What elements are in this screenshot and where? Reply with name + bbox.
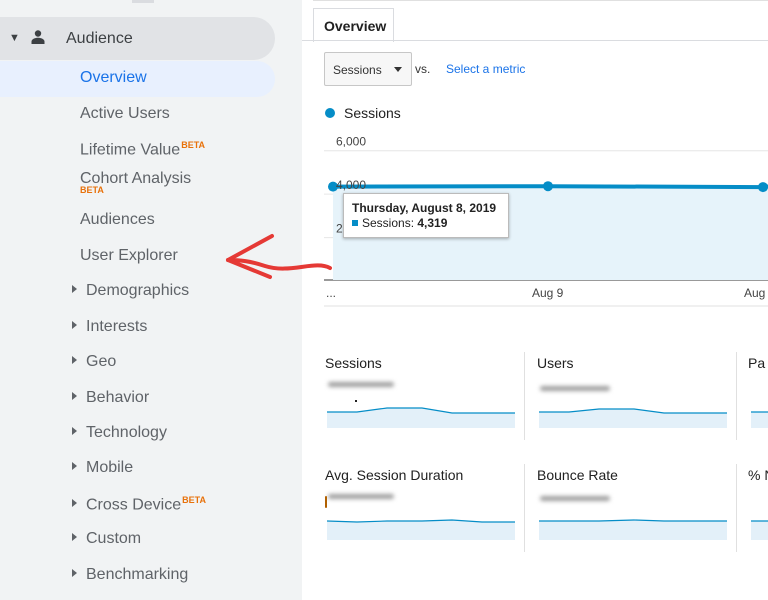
redacted-mark — [325, 496, 327, 508]
divider — [302, 40, 768, 41]
caret-right-icon — [72, 355, 77, 364]
tooltip-label: Sessions: — [362, 216, 415, 230]
legend-item[interactable]: Sessions — [344, 105, 401, 121]
caret-right-icon — [72, 532, 77, 541]
sidebar-group-label: Demographics — [86, 282, 190, 299]
sidebar-group-interests[interactable]: Interests — [72, 318, 147, 336]
divider — [132, 0, 154, 3]
tooltip-value: Sessions: 4,319 — [362, 216, 447, 230]
beta-badge: BETA — [80, 185, 104, 195]
x-tick-label: Aug — [744, 286, 765, 300]
sidebar-item-cohort-analysis[interactable]: Cohort Analysis — [80, 170, 191, 188]
beta-badge: BETA — [182, 495, 206, 505]
metric-select-value: Sessions — [333, 63, 382, 77]
sidebar-group-custom[interactable]: Custom — [72, 530, 141, 548]
sidebar-group-demographics[interactable]: Demographics — [72, 282, 189, 300]
sidebar-group-geo[interactable]: Geo — [72, 353, 116, 371]
sidebar-group-label: Interests — [86, 318, 148, 335]
sidebar-item-overview-bg[interactable] — [0, 61, 275, 97]
caret-right-icon — [72, 461, 77, 470]
redacted-value — [328, 494, 394, 499]
sidebar-group-behavior[interactable]: Behavior — [72, 389, 149, 407]
scorecard-title: % N — [748, 467, 768, 483]
beta-badge: BETA — [181, 140, 206, 150]
sidebar-item-overview[interactable]: Overview — [80, 69, 147, 87]
caret-right-icon — [72, 284, 77, 293]
sidebar-group-label: Custom — [86, 530, 142, 547]
redacted-value — [328, 382, 394, 387]
dot — [355, 400, 357, 402]
tooltip-date: Thursday, August 8, 2019 — [352, 201, 497, 215]
sparkline — [327, 407, 515, 428]
caret-right-icon — [72, 568, 77, 577]
sidebar-item-label: User Explorer — [80, 247, 178, 264]
sidebar-item-label: Cohort Analysis — [80, 170, 192, 187]
sidebar-group-label: Benchmarking — [86, 566, 189, 583]
sidebar-group-label: Behavior — [86, 389, 150, 406]
sparkline — [539, 519, 727, 540]
series-line — [332, 184, 768, 190]
vs-label: vs. — [415, 62, 431, 76]
sidebar-group-benchmarking[interactable]: Benchmarking — [72, 566, 188, 584]
chart-tooltip: Thursday, August 8, 2019 Sessions: 4,319 — [343, 193, 509, 238]
caret-right-icon — [72, 426, 77, 435]
sidebar-item-audiences[interactable]: Audiences — [80, 211, 155, 229]
y-tick-label: 4,000 — [336, 178, 366, 192]
sparkline — [539, 408, 727, 428]
sidebar-group-technology[interactable]: Technology — [72, 424, 167, 442]
redacted-value — [540, 496, 610, 501]
divider — [524, 464, 525, 552]
sidebar-item-label: Lifetime Value — [80, 141, 181, 159]
sidebar-item-user-explorer[interactable]: User Explorer — [80, 247, 178, 265]
x-tick-label: Aug 9 — [532, 286, 564, 300]
scorecard-title: Bounce Rate — [537, 467, 618, 483]
scorecard-title: Sessions — [325, 355, 382, 371]
sidebar-section-audience[interactable]: ▼ Audience — [0, 17, 275, 60]
annotation-arrow-icon — [226, 234, 332, 279]
tooltip-number: 4,319 — [417, 216, 448, 230]
caret-down-icon: ▼ — [9, 32, 20, 44]
divider — [524, 352, 525, 440]
chevron-down-icon — [394, 67, 402, 72]
sidebar-item-active-users[interactable]: Active Users — [80, 105, 170, 123]
sidebar-group-label: Technology — [86, 424, 167, 441]
data-point — [543, 181, 553, 192]
divider — [313, 0, 768, 1]
sidebar-nav: ▼ Audience Overview Active Users Lifetim… — [0, 0, 302, 600]
sparkline — [751, 411, 768, 428]
sidebar-item-label: Active Users — [80, 105, 170, 122]
sidebar-group-label: Geo — [86, 353, 117, 370]
sidebar-group-label: Mobile — [86, 459, 134, 476]
data-point — [758, 182, 768, 193]
scorecard-title: Users — [537, 355, 574, 371]
sidebar-group-label: Cross Device — [86, 496, 182, 514]
tab-overview[interactable]: Overview — [313, 8, 394, 42]
divider — [736, 464, 737, 552]
sparkline — [751, 520, 768, 540]
sidebar-group-mobile[interactable]: Mobile — [72, 459, 133, 477]
sparkline — [327, 519, 515, 540]
sidebar-group-cross-device[interactable]: Cross DeviceBETA — [72, 495, 206, 514]
tooltip-swatch — [352, 220, 358, 226]
select-metric-link[interactable]: Select a metric — [446, 62, 526, 76]
person-icon — [31, 30, 45, 44]
data-point — [328, 181, 338, 192]
caret-right-icon — [72, 499, 77, 508]
sidebar-item-lifetime-value[interactable]: Lifetime ValueBETA — [80, 140, 205, 159]
scorecard-title: Pa — [748, 355, 766, 371]
divider — [736, 352, 737, 440]
legend-swatch — [325, 108, 335, 118]
caret-right-icon — [72, 391, 77, 400]
redacted-value — [540, 386, 610, 391]
y-tick-label: 6,000 — [336, 135, 366, 149]
sidebar-item-label: Audiences — [80, 211, 155, 228]
metric-select[interactable]: Sessions — [324, 52, 412, 86]
x-tick-label: ... — [326, 286, 336, 300]
sidebar-section-label: Audience — [66, 30, 133, 47]
caret-right-icon — [72, 320, 77, 329]
sidebar-item-label: Overview — [80, 69, 147, 86]
tab-label: Overview — [324, 18, 387, 34]
scorecard-title: Avg. Session Duration — [325, 467, 464, 483]
